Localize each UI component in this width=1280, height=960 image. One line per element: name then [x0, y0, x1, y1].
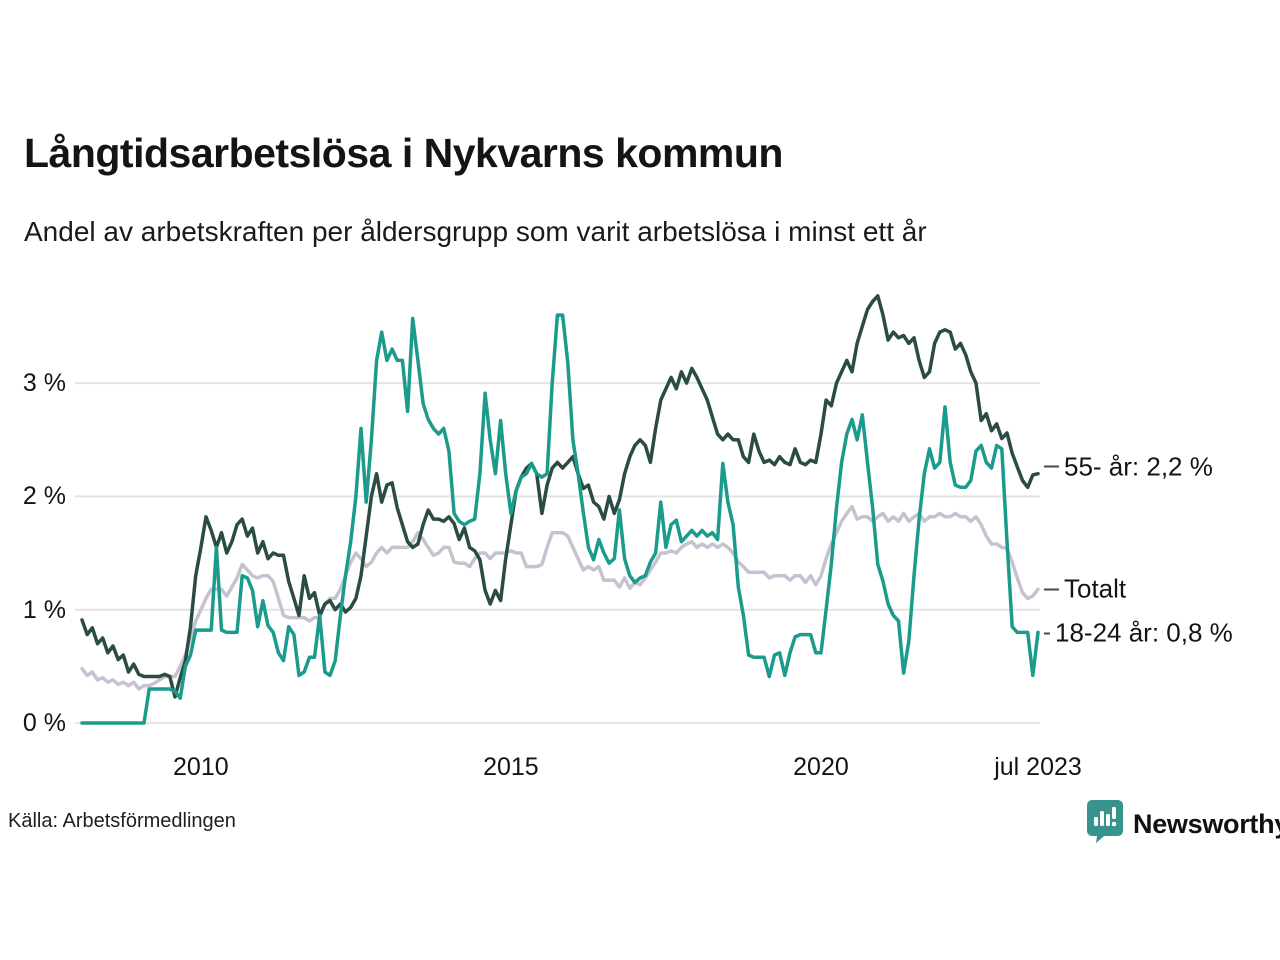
x-tick-label: jul 2023	[994, 753, 1082, 781]
newsworthy-wordmark: Newsworthy	[1133, 808, 1280, 839]
series-line-18-24-r	[80, 313, 1040, 725]
x-tick-label: 2010	[173, 753, 229, 781]
y-tick-label: 0 %	[22, 709, 66, 737]
series-end-label-55-r: 55- år: 2,2 %	[1044, 451, 1213, 482]
legend-dash	[1044, 588, 1059, 591]
y-tick-label: 1 %	[22, 595, 66, 624]
y-tick-label: 2 %	[22, 482, 66, 511]
y-tick-label: 3 %	[22, 369, 66, 398]
legend-text: Totalt	[1064, 573, 1127, 604]
source-note: Källa: Arbetsförmedlingen	[8, 810, 236, 832]
legend-text: 18-24 år: 0,8 %	[1055, 617, 1233, 648]
series-line-totalt	[80, 504, 1040, 691]
series-end-label-18-24-r: 18-24 år: 0,8 %	[1044, 618, 1233, 649]
page-subtitle: Andel av arbetskraften per åldersgrupp s…	[24, 216, 927, 247]
x-tick-label: 2015	[483, 753, 539, 781]
newsworthy-logo-icon	[1086, 799, 1124, 849]
legend-dash	[1044, 465, 1059, 468]
series-line-55-r	[80, 294, 1040, 699]
legend-dash	[1044, 632, 1050, 635]
series-end-label-totalt: Totalt	[1044, 574, 1126, 605]
x-tick-label: 2020	[793, 753, 849, 781]
newsworthy-brand: Newsworthy	[1086, 799, 1280, 849]
page-title: Långtidsarbetslösa i Nykvarns kommun	[24, 130, 783, 176]
legend-text: 55- år: 2,2 %	[1064, 451, 1213, 482]
